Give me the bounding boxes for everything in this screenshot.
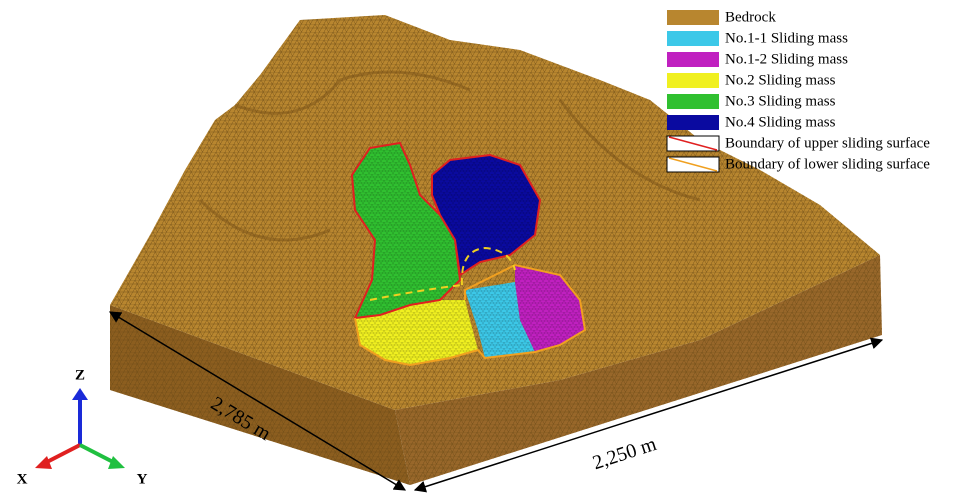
z-label: Z xyxy=(75,367,85,383)
y-label: Y xyxy=(137,471,148,487)
x-label: X xyxy=(17,471,28,487)
legend-label: No.1-2 Sliding mass xyxy=(725,51,848,67)
legend-label: No.2 Sliding mass xyxy=(725,72,836,88)
y-head xyxy=(108,456,125,469)
figure: 2,785 m 2,250 m Z X Y BedrockNo.1-1 Slid… xyxy=(0,0,976,496)
y-axis xyxy=(80,445,115,463)
width-label: 2,250 m xyxy=(590,433,660,474)
legend-swatch xyxy=(667,115,719,130)
z-head xyxy=(72,388,88,400)
legend-label: No.1-1 Sliding mass xyxy=(725,30,848,46)
legend-label: Boundary of lower sliding surface xyxy=(725,156,930,172)
legend-swatch xyxy=(667,52,719,67)
legend-swatch xyxy=(667,10,719,25)
legend: Bedrock No.1-1 Sliding mass No.1-2 Sliding… xyxy=(667,9,930,172)
x-axis xyxy=(45,445,80,463)
legend-label: Boundary of upper sliding surface xyxy=(725,135,930,151)
legend-swatch xyxy=(667,73,719,88)
x-head xyxy=(35,456,52,469)
legend-label: No.3 Sliding mass xyxy=(725,93,836,109)
legend-label: No.4 Sliding mass xyxy=(725,114,836,130)
legend-label: Bedrock xyxy=(725,9,776,25)
legend-swatch xyxy=(667,94,719,109)
legend-swatch xyxy=(667,31,719,46)
